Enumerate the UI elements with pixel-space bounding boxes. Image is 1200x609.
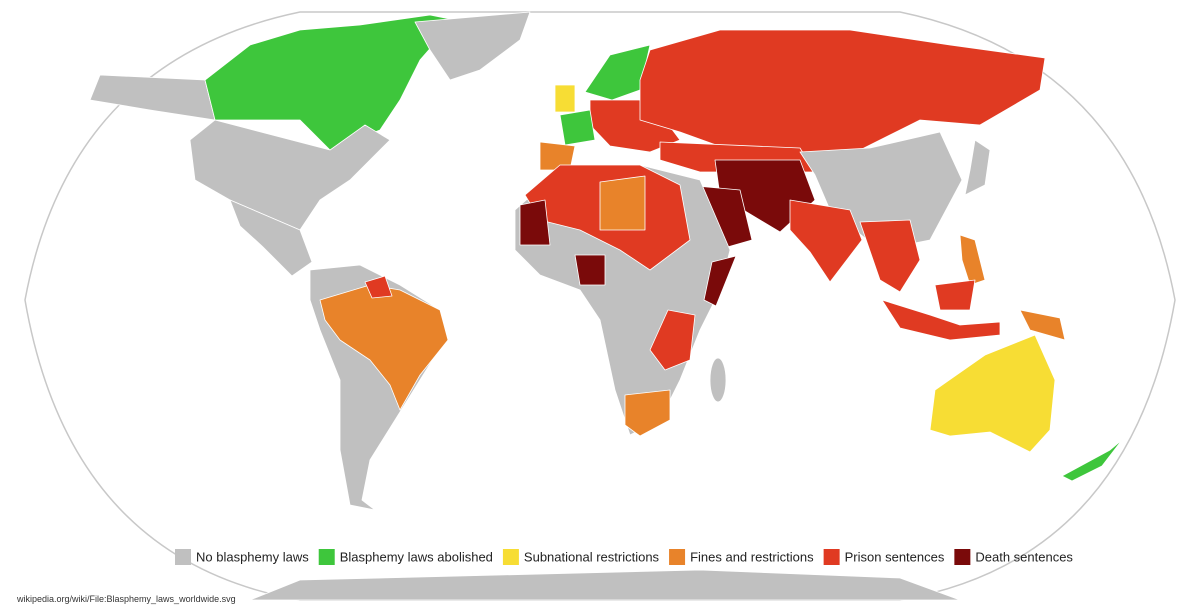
madagascar [709,357,727,403]
new-zealand [1061,439,1123,482]
se-asia [859,219,921,293]
alaska [89,74,216,121]
philippines [959,234,986,286]
canada [204,14,456,151]
china [799,131,963,251]
greenland [414,11,531,81]
usa [189,119,391,231]
libya [599,175,646,231]
legend-swatch [954,549,971,565]
guianas [364,275,393,299]
brazil [319,284,449,411]
borneo [934,279,976,311]
countries [89,11,1123,601]
south-africa [624,389,671,437]
somalia [703,255,737,307]
uk [554,84,576,113]
legend-label: Fines and restrictions [690,549,814,564]
legend-swatch [823,549,840,565]
russia [639,29,1046,156]
japan [964,139,991,196]
legend-swatch [318,549,335,565]
legend-label: Death sentences [975,549,1073,564]
png [1019,309,1066,341]
nigeria [574,254,606,286]
france [559,109,596,146]
australia [929,334,1056,453]
indonesia [881,299,1001,341]
legend-swatch [502,549,519,565]
legend-label: Blasphemy laws abolished [340,549,493,564]
central-america [229,199,313,277]
antarctica [249,569,961,601]
east-africa [649,309,696,371]
india [789,199,863,283]
source: wikipedia.org/wiki/File:Blasphemy_laws_w… [16,594,236,604]
legend-label: Prison sentences [845,549,945,564]
legend-label: Subnational restrictions [524,549,660,564]
legend: No blasphemy laws Blasphemy laws abolishe… [175,549,1073,565]
legend-swatch [175,549,191,565]
mauritania [519,199,551,246]
legend-label: No blasphemy laws [196,549,309,564]
legend-swatch [669,549,686,565]
